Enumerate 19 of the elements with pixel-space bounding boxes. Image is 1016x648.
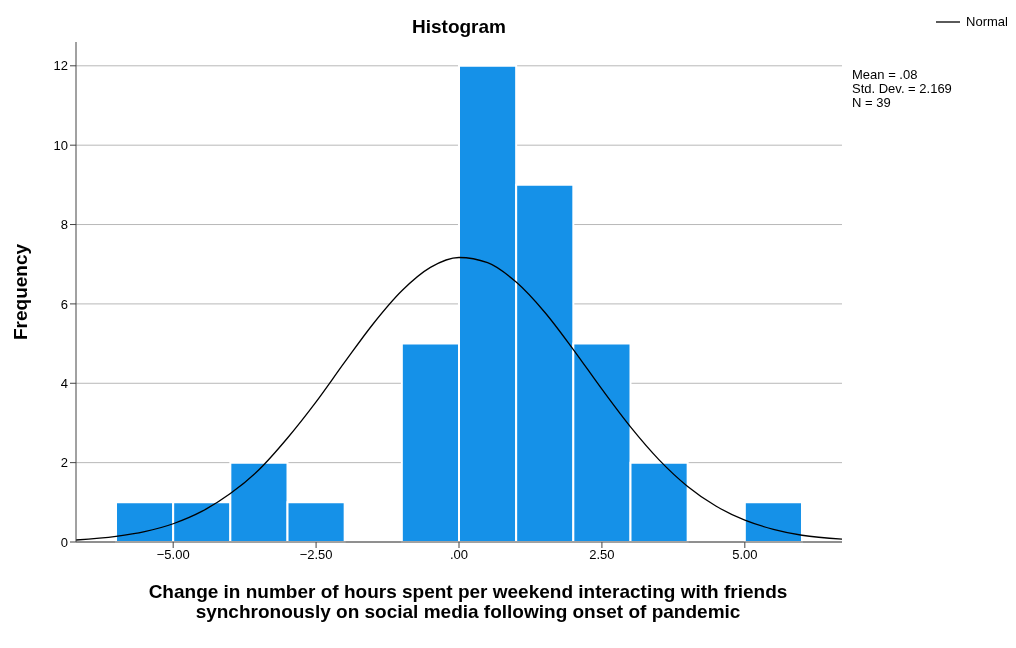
legend-label: Normal: [966, 14, 1008, 29]
text: Std. Dev. = 2.169: [852, 81, 952, 96]
x-tick-label: .00: [449, 547, 469, 563]
y-tick-label: 10: [53, 137, 68, 153]
x-tick-label: −2.50: [299, 547, 333, 563]
x-tick-label: 2.50: [589, 547, 615, 563]
x-tick-label: 5.00: [732, 547, 758, 563]
y-tick-label: 12: [53, 58, 68, 74]
y-axis-title: Frequency: [9, 243, 31, 341]
y-tick-label: 8: [60, 217, 68, 233]
y-tick-label: 0: [60, 534, 68, 550]
y-tick-label: 6: [60, 296, 68, 312]
y-tick-label: 2: [60, 455, 68, 471]
y-tick-label: 4: [60, 375, 68, 391]
x-tick-label: −5.00: [156, 547, 190, 563]
text: Mean = .08: [852, 67, 919, 82]
text: N = 39: [852, 95, 892, 110]
x-axis-title: Change in number of hours spent per weekend interacting with friends synchronously on social media following onset of pandemic: [147, 581, 789, 622]
chart-title: Histogram: [411, 16, 507, 38]
